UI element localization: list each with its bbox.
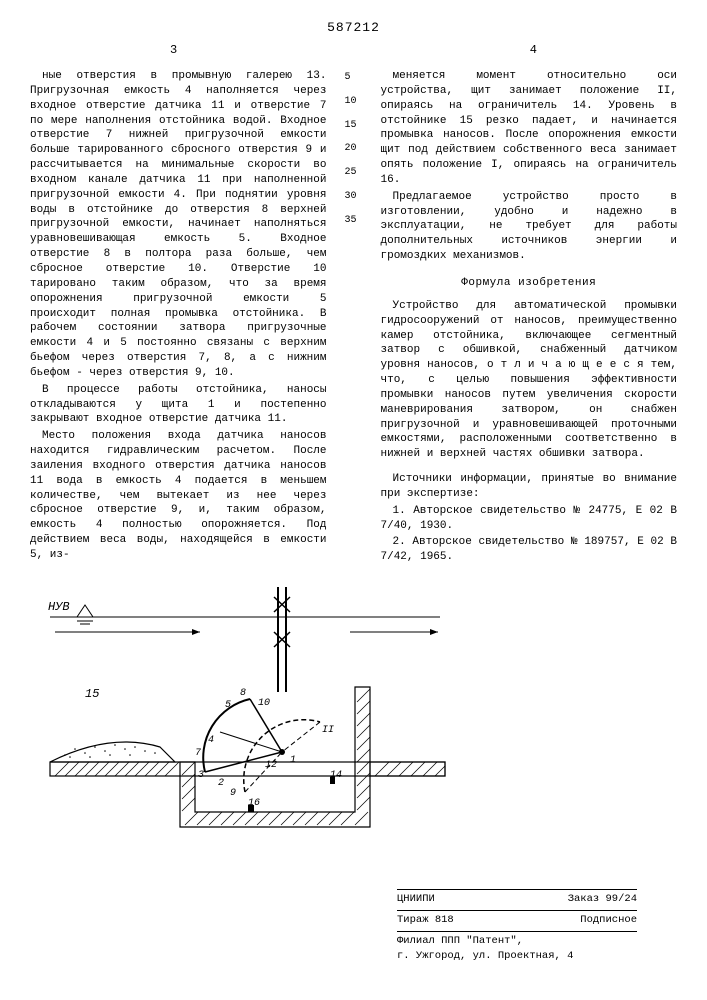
line-marker: 30 bbox=[345, 190, 363, 204]
right-column: меняется момент относительно оси устройс… bbox=[381, 69, 678, 567]
page-num-right: 4 bbox=[530, 43, 537, 57]
svg-text:9: 9 bbox=[230, 788, 236, 799]
ref-15: 15 bbox=[85, 687, 99, 701]
footer-address: г. Ужгород, ул. Проектная, 4 bbox=[397, 949, 637, 965]
svg-text:II: II bbox=[322, 725, 334, 736]
left-para-2: В процессе работы отстойника, наносы отк… bbox=[30, 383, 327, 428]
line-marker: 25 bbox=[345, 166, 363, 180]
svg-text:12: 12 bbox=[265, 760, 277, 771]
formula-body: Устройство для автоматической промывки г… bbox=[381, 299, 678, 462]
footer-block: ЦНИИПИ Заказ 99/24 Тираж 818 Подписное Ф… bbox=[397, 887, 637, 965]
svg-text:8: 8 bbox=[240, 688, 246, 699]
footer-org: ЦНИИПИ bbox=[397, 892, 435, 908]
left-column: ные отверстия в промывную галерею 13. Пр… bbox=[30, 69, 327, 567]
svg-text:4: 4 bbox=[208, 735, 214, 746]
document-number: 587212 bbox=[30, 20, 677, 35]
svg-text:7: 7 bbox=[195, 748, 201, 759]
footer-filial: Филиал ППП "Патент", bbox=[397, 934, 637, 950]
svg-text:3: 3 bbox=[198, 770, 204, 781]
footer-tirazh-value: 818 bbox=[435, 914, 454, 926]
left-para-1: ные отверстия в промывную галерею 13. Пр… bbox=[30, 69, 327, 381]
line-marker: 15 bbox=[345, 119, 363, 133]
formula-title: Формула изобретения bbox=[381, 276, 678, 291]
technical-drawing: НУВ 15 bbox=[30, 577, 460, 847]
right-para-1: меняется момент относительно оси устройс… bbox=[381, 69, 678, 188]
line-marker: 10 bbox=[345, 95, 363, 109]
footer-order: Заказ 99/24 bbox=[568, 892, 637, 908]
line-marker: 5 bbox=[345, 71, 363, 85]
source-1: 1. Авторское свидетельство № 24775, Е 02… bbox=[381, 504, 678, 534]
line-number-gutter: 5 10 15 20 25 30 35 bbox=[345, 69, 363, 567]
svg-text:2: 2 bbox=[218, 778, 224, 789]
line-marker: 35 bbox=[345, 214, 363, 228]
source-2: 2. Авторское свидетельство № 189757, Е 0… bbox=[381, 535, 678, 565]
svg-text:5: 5 bbox=[225, 700, 231, 711]
right-para-2: Предлагаемое устройство просто в изготов… bbox=[381, 190, 678, 264]
left-para-3: Место положения входа датчика наносов на… bbox=[30, 429, 327, 563]
footer-tirazh-label: Тираж bbox=[397, 914, 429, 926]
svg-text:10: 10 bbox=[258, 698, 270, 709]
sources-title: Источники информации, принятые во вниман… bbox=[381, 472, 678, 502]
svg-text:1: 1 bbox=[290, 755, 296, 766]
page-num-left: 3 bbox=[170, 43, 177, 57]
water-level-label: НУВ bbox=[48, 600, 70, 614]
line-marker: 20 bbox=[345, 142, 363, 156]
footer-subscription: Подписное bbox=[580, 913, 637, 929]
